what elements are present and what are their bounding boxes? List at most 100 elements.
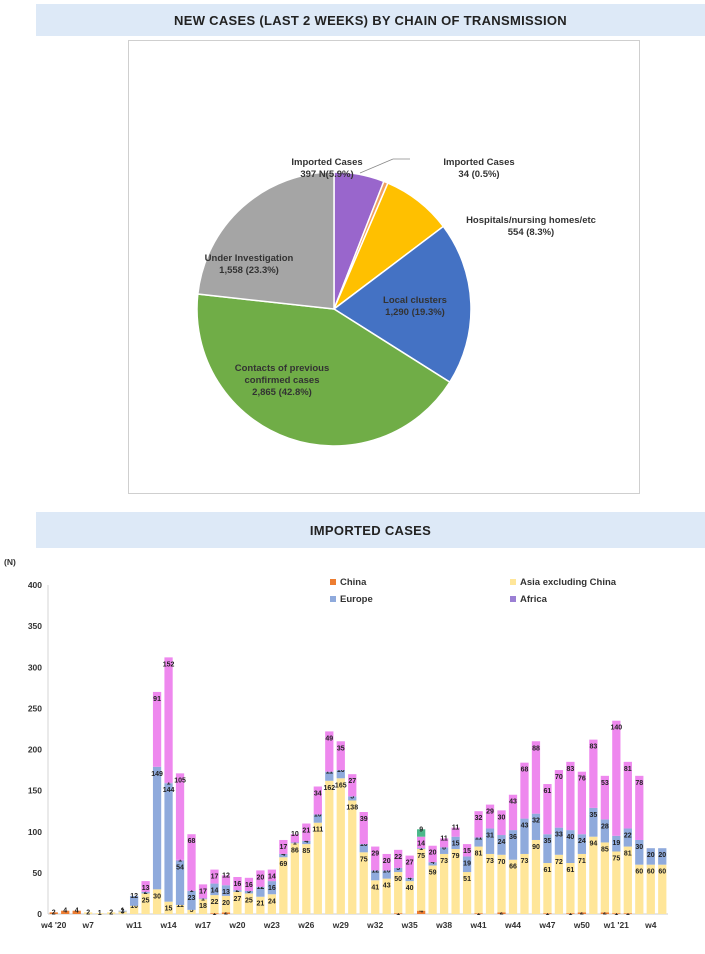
bar-value-label: 17: [279, 844, 287, 851]
bar-segment: [72, 910, 81, 914]
bar-value-label: 17: [199, 888, 207, 895]
bar-segment: [600, 912, 609, 914]
legend-swatch: [510, 579, 516, 585]
bar-segment: [107, 912, 116, 914]
bar-value-label: 81: [624, 851, 632, 858]
bar-value-label: 71: [578, 858, 586, 865]
bar-value-label: 10: [360, 841, 368, 848]
bar-value-label: 30: [635, 844, 643, 851]
bar-segment: [417, 849, 426, 911]
bar-value-label: 81: [475, 851, 483, 858]
pie-value-text: 34 (0.5%): [458, 169, 499, 180]
y-tick-label: 400: [28, 580, 42, 590]
legend-item: Africa: [510, 594, 548, 605]
bar-value-label: 19: [612, 840, 620, 847]
bar-value-label: 10: [130, 903, 138, 910]
bar-value-label: 34: [314, 791, 322, 798]
x-tick-label: w4: [644, 920, 657, 930]
bar-value-label: 16: [234, 881, 242, 888]
bar-value-label: 1: [614, 910, 618, 917]
y-tick-label: 200: [28, 745, 42, 755]
bar-segment: [623, 761, 632, 829]
bar-segment: [279, 839, 288, 854]
y-tick-label: 350: [28, 621, 42, 631]
bar-value-label: 14: [268, 874, 276, 881]
bar-value-label: 61: [544, 788, 552, 795]
bar-segment: [635, 839, 644, 865]
bar-value-label: 21: [302, 828, 310, 835]
bar-segment: [508, 830, 518, 860]
bar-segment: [233, 891, 242, 914]
bar-segment: [141, 891, 150, 894]
bar-segment: [451, 836, 460, 850]
bar-value-label: 4: [419, 908, 423, 915]
bar-segment: [497, 835, 506, 855]
bar-segment: [302, 844, 311, 914]
bar-value-label: 8: [442, 844, 446, 851]
bar-value-label: 1: [568, 910, 572, 917]
bar-segment: [210, 895, 219, 914]
bar-segment: [623, 913, 632, 914]
bar-value-label: 61: [544, 867, 552, 874]
bar-segment: [566, 830, 575, 864]
bar-value-label: 40: [567, 834, 575, 841]
bar-segment: [256, 886, 265, 897]
bar-value-label: 78: [635, 780, 643, 787]
pie-label-text: Imported Cases: [443, 157, 514, 168]
bar-value-label: 144: [163, 787, 175, 794]
bar-value-label: 90: [532, 844, 540, 851]
bar-segment: [371, 870, 380, 881]
bar-value-label: 14: [417, 841, 425, 848]
bar-value-label: 75: [417, 853, 425, 860]
bar-segment: [221, 912, 231, 914]
bar-value-label: 85: [601, 846, 609, 853]
bar-segment: [118, 910, 127, 912]
bar-value-label: 73: [521, 858, 529, 865]
bar-value-label: 11: [452, 825, 460, 832]
bar-segment: [290, 843, 299, 914]
bar-segment: [623, 828, 632, 847]
bar-segment: [600, 819, 609, 843]
bar-segment: [520, 853, 529, 914]
bar-value-label: 16: [268, 885, 276, 892]
bar-segment: [233, 876, 242, 891]
bar-segment: [543, 913, 552, 914]
y-tick-label: 50: [33, 868, 43, 878]
bar-segment: [577, 912, 587, 914]
bar-segment: [531, 741, 541, 814]
bar-segment: [84, 912, 93, 914]
bar-value-label: 22: [394, 854, 402, 861]
bar-value-label: 20: [257, 874, 265, 881]
bar-segment: [531, 813, 541, 840]
bar-value-label: 1: [121, 908, 125, 915]
bar-segment: [198, 899, 208, 914]
bar-value-label: 4: [304, 838, 308, 845]
x-tick-label: w50: [573, 920, 590, 930]
bar-value-label: 43: [383, 883, 391, 890]
bar-segment: [635, 864, 644, 914]
bar-value-label: 35: [589, 812, 597, 819]
bar-segment: [336, 778, 345, 914]
bar-segment: [428, 865, 437, 914]
bar-segment: [61, 910, 70, 914]
bar-segment: [371, 880, 380, 914]
bar-value-label: 10: [337, 767, 345, 774]
bar-value-label: 41: [371, 884, 379, 891]
bar-segment: [600, 775, 609, 820]
x-tick-label: w29: [332, 920, 349, 930]
legend-item: Asia excluding China: [510, 577, 617, 588]
bar-value-label: 33: [555, 832, 563, 839]
pie-value-text: 2,865 (42.8%): [252, 387, 312, 398]
bar-segment: [164, 783, 173, 902]
bar-value-label: 4: [408, 875, 412, 882]
bar-segment: [474, 811, 483, 838]
bar-value-label: 35: [337, 745, 345, 752]
bar-value-label: 5: [190, 907, 194, 914]
bar-value-label: 43: [521, 823, 529, 830]
bar-value-label: 105: [174, 777, 186, 784]
bar-value-label: 1: [396, 910, 400, 917]
bar-value-label: 60: [647, 869, 655, 876]
pie-label-text: Local clusters: [383, 295, 447, 306]
